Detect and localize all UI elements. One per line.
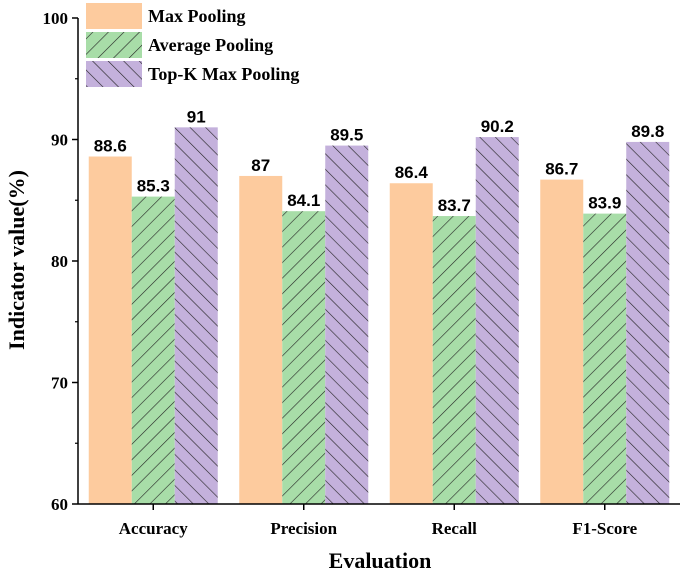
y-tick-label: 60: [51, 495, 68, 514]
axes: 60 70 80 90 100 Accuracy Precision Recall F1-Sc…: [43, 9, 680, 538]
x-tick-label-accuracy: Accuracy: [119, 519, 188, 538]
y-axis-ticks: 60 70 80 90 100: [43, 9, 78, 514]
data-label-average-pooling-precision: 84.1: [287, 191, 320, 210]
legend: Max Pooling Average Pooling Top-K Max Pool…: [86, 3, 299, 87]
data-labels-layer: 88.6 85.3 91 87 84.1 89.5 86.4 83.7 90.2 86.7 83.9…: [94, 107, 665, 215]
legend-swatch-hatch-average-pooling: [86, 32, 142, 58]
bar-hatch-top-k-max-pooling-precision: [325, 145, 369, 504]
x-tick-label-precision: Precision: [270, 519, 337, 538]
bar-hatch-average-pooling-precision: [282, 211, 326, 504]
data-label-max-pooling-accuracy: 88.6: [94, 137, 127, 156]
data-label-average-pooling-recall: 83.7: [438, 196, 471, 215]
data-label-top-k-max-pooling-accuracy: 91: [187, 107, 206, 126]
x-tick-label-recall: Recall: [432, 519, 478, 538]
data-label-max-pooling-precision: 87: [251, 156, 270, 175]
y-axis-title: Indicator value(%): [4, 170, 29, 350]
legend-swatch-max-pooling: [86, 3, 142, 29]
legend-label-average-pooling: Average Pooling: [148, 35, 273, 55]
y-tick-label: 100: [43, 9, 69, 28]
legend-label-top-k-max-pooling: Top-K Max Pooling: [148, 64, 299, 84]
bar-hatch-top-k-max-pooling-recall: [475, 137, 519, 504]
bar-hatch-average-pooling-accuracy: [131, 196, 175, 505]
data-label-average-pooling-accuracy: 85.3: [137, 177, 170, 196]
bar-hatch-average-pooling-recall: [432, 216, 476, 505]
bar-hatch-average-pooling-f1-score: [583, 213, 627, 505]
x-tick-label-f1-score: F1-Score: [572, 519, 637, 538]
bar-max-pooling-accuracy: [88, 156, 132, 504]
data-label-top-k-max-pooling-f1-score: 89.8: [631, 122, 664, 141]
bar-max-pooling-recall: [389, 183, 433, 505]
data-label-top-k-max-pooling-precision: 89.5: [330, 126, 363, 145]
y-tick-label: 70: [51, 374, 68, 393]
bar-hatch-top-k-max-pooling-f1-score: [626, 141, 670, 504]
bar-max-pooling-precision: [239, 175, 283, 504]
data-label-top-k-max-pooling-recall: 90.2: [481, 117, 514, 136]
data-label-average-pooling-f1-score: 83.9: [588, 194, 621, 213]
legend-swatch-hatch-top-k-max-pooling: [86, 61, 142, 87]
legend-label-max-pooling: Max Pooling: [148, 6, 246, 26]
data-label-max-pooling-f1-score: 86.7: [545, 160, 578, 179]
bars-layer: [88, 127, 670, 505]
data-label-max-pooling-recall: 86.4: [395, 163, 429, 182]
bar-max-pooling-f1-score: [540, 179, 584, 504]
bar-hatch-top-k-max-pooling-accuracy: [174, 127, 218, 504]
y-tick-label: 90: [51, 131, 68, 150]
x-axis-ticks: Accuracy Precision Recall F1-Score: [119, 504, 638, 538]
y-tick-label: 80: [51, 252, 68, 271]
x-axis-title: Evaluation: [329, 548, 432, 573]
